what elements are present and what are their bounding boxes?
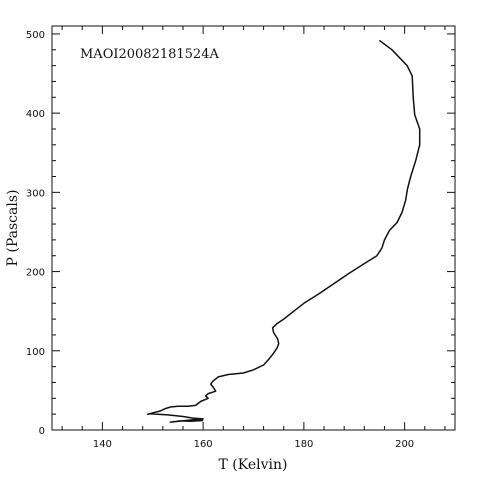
y-tick-label: 100	[26, 347, 45, 358]
plot-frame	[51, 25, 456, 431]
x-tick-label: 160	[194, 439, 213, 450]
axis-ticks	[52, 26, 455, 431]
y-tick-label: 400	[26, 109, 45, 120]
y-tick-label: 500	[26, 30, 45, 41]
x-tick-label: 200	[395, 439, 414, 450]
profile-annotation: MAOI20082181524A	[80, 47, 219, 62]
x-tick-label: 180	[294, 439, 313, 450]
x-tick-label: 140	[93, 439, 112, 450]
y-tick-label: 200	[26, 268, 45, 279]
y-axis-label: P (Pascals)	[5, 190, 21, 267]
y-tick-labels: 0 100 200 300 400 500	[26, 30, 45, 437]
y-tick-label: 300	[26, 188, 45, 199]
y-tick-label: 0	[39, 426, 45, 437]
x-tick-labels: 140 160 180 200	[93, 439, 414, 450]
temperature-profile-line	[146, 39, 421, 423]
x-axis-label: T (Kelvin)	[219, 457, 288, 473]
